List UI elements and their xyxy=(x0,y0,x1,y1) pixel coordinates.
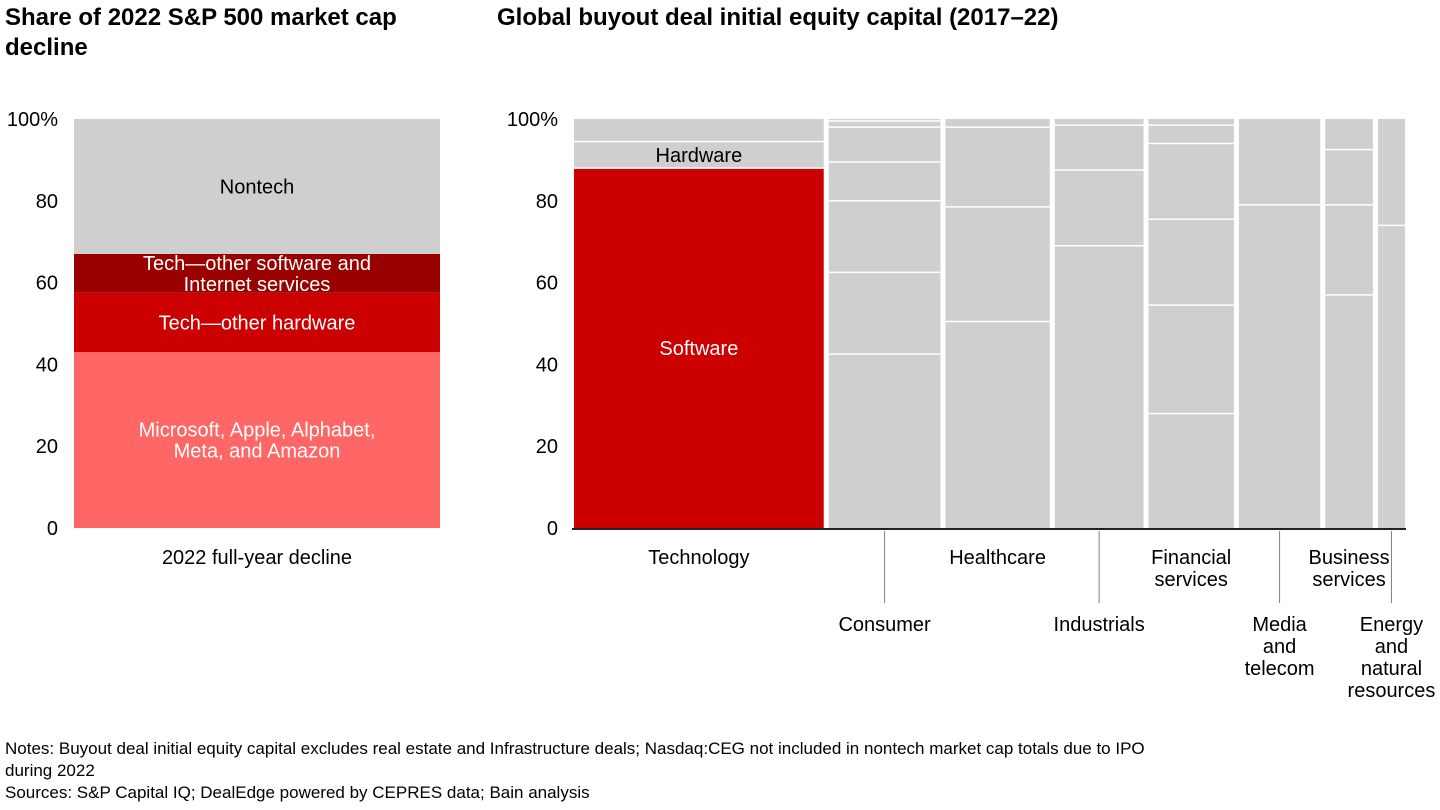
left-y-tick-label: 20 xyxy=(36,436,58,458)
right-chart-title: Global buyout deal initial equity capita… xyxy=(497,4,1059,31)
column-7 xyxy=(1377,119,1405,528)
tech-segment-label: Software xyxy=(659,338,738,360)
tech-segment-software xyxy=(574,168,824,528)
x-category-label: Consumer xyxy=(838,614,931,636)
x-category-label: Financial xyxy=(1151,547,1231,569)
column-3 xyxy=(1054,119,1144,528)
left-y-tick-label: 0 xyxy=(47,518,58,540)
x-category-label: Energy xyxy=(1360,614,1423,636)
chart-notes: Notes: Buyout deal initial equity capita… xyxy=(5,738,1425,804)
right-y-tick-label: 80 xyxy=(536,191,558,213)
left-segment-label: Microsoft, Apple, Alphabet, xyxy=(139,420,376,442)
left-segment-label: Nontech xyxy=(220,176,295,198)
column-1 xyxy=(828,119,941,528)
left-bar-segment-2 xyxy=(74,253,440,293)
left-segment-label: Meta, and Amazon xyxy=(174,441,341,463)
left-segment-label: Tech—other software and xyxy=(143,253,371,275)
right-y-tick-label: 40 xyxy=(536,354,558,376)
x-category-label: services xyxy=(1155,569,1228,591)
sources-line: Sources: S&P Capital IQ; DealEdge powere… xyxy=(5,783,590,802)
right-y-tick-label: 60 xyxy=(536,273,558,295)
right-y-tick-label: 0 xyxy=(547,518,558,540)
left-y-tick-label: 40 xyxy=(36,354,58,376)
tech-segment-hardware xyxy=(574,141,824,169)
right-y-tick-label: 20 xyxy=(536,436,558,458)
tech-segment-other xyxy=(574,119,824,142)
x-category-label: services xyxy=(1312,569,1385,591)
notes-line-2: during 2022 xyxy=(5,761,95,780)
left-segment-label: Tech—other hardware xyxy=(159,312,356,334)
left-y-tick-label: 100% xyxy=(7,109,58,131)
x-category-label: Business xyxy=(1308,547,1389,569)
left-bar-segment-1 xyxy=(74,292,440,353)
left-bar-segment-3 xyxy=(74,119,440,254)
x-category-label: Technology xyxy=(648,547,749,569)
column-6 xyxy=(1325,119,1373,528)
x-category-label: Industrials xyxy=(1054,614,1145,636)
left-segment-label: Internet services xyxy=(184,274,331,296)
left-y-tick-label: 60 xyxy=(36,273,58,295)
left-x-category-label: 2022 full-year decline xyxy=(162,547,352,569)
x-category-label: Media xyxy=(1252,614,1307,636)
tech-segment-label: Hardware xyxy=(656,145,743,167)
x-category-label: and xyxy=(1263,636,1296,658)
x-category-label: resources xyxy=(1348,680,1436,702)
x-category-label: and xyxy=(1375,636,1408,658)
column-5 xyxy=(1238,119,1321,528)
column-4 xyxy=(1148,119,1234,528)
left-bar-segment-0 xyxy=(74,352,440,528)
left-y-tick-label: 80 xyxy=(36,191,58,213)
x-category-label: telecom xyxy=(1245,658,1315,680)
right-y-tick-label: 100% xyxy=(507,109,558,131)
x-category-label: natural xyxy=(1361,658,1422,680)
left-chart-title: Share of 2022 S&P 500 market cap decline xyxy=(5,4,397,61)
notes-line-1: Notes: Buyout deal initial equity capita… xyxy=(5,739,1145,758)
column-2 xyxy=(945,119,1050,528)
x-category-label: Healthcare xyxy=(949,547,1046,569)
